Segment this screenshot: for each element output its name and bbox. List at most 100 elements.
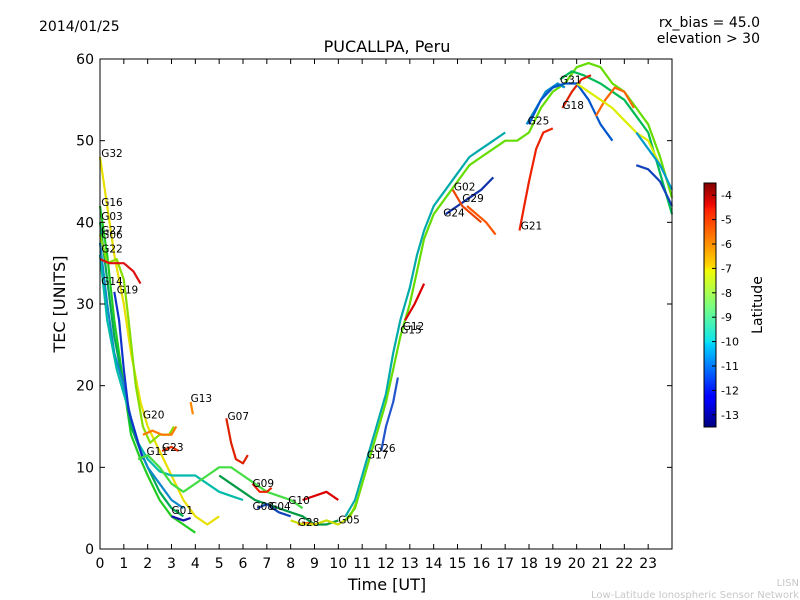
x-tick-label: 15 (449, 556, 467, 572)
colorbar-tick-label: -13 (721, 409, 739, 422)
colorbar-tick-label: -6 (721, 238, 732, 251)
series-g23 (161, 445, 180, 453)
sat-label-g21: G21 (521, 221, 543, 233)
x-tick-label: 11 (353, 556, 371, 572)
series-g18 (561, 74, 592, 109)
series-g29 (466, 205, 497, 236)
sat-label-g05: G05 (338, 515, 360, 527)
sat-label-g11: G11 (147, 446, 169, 458)
elevation-label: elevation > 30 (657, 31, 760, 47)
x-axis: 0 1 2 3 4 5 6 7 8 9 10 11 12 13 14 15 16 17 18 19 20 21 22 23 (96, 59, 657, 572)
colorbar-tick-label: -12 (721, 384, 739, 397)
x-tick-label: 20 (568, 556, 586, 572)
series-g22 (98, 254, 244, 502)
series-g05 (290, 499, 359, 526)
y-tick-label: 40 (76, 215, 94, 231)
series-s-late-5 (635, 131, 673, 191)
x-tick-label: 14 (425, 556, 443, 572)
colorbar-tick-label: -4 (721, 189, 732, 202)
series-g21 (518, 127, 554, 231)
series-s-late-4 (635, 164, 673, 207)
series-g02 (451, 189, 483, 224)
sat-label-g25: G25 (528, 115, 550, 127)
sat-label-g31: G31 (560, 75, 582, 87)
colorbar-tick-label: -8 (721, 287, 732, 300)
x-tick-label: 6 (239, 556, 248, 572)
series-g14 (99, 258, 142, 285)
colorbar-tick-label: -10 (721, 336, 739, 349)
sat-label-g26: G26 (374, 443, 396, 455)
series-lines (98, 62, 674, 534)
sat-label-g22: G22 (101, 244, 123, 256)
sat-label-g09: G09 (253, 478, 275, 490)
x-tick-label: 16 (472, 556, 490, 572)
x-axis-label: Time [UT] (347, 575, 426, 594)
x-tick-label: 2 (143, 556, 152, 572)
sat-label-g02: G02 (454, 182, 476, 194)
x-tick-label: 3 (167, 556, 176, 572)
sat-label-g03: G03 (101, 211, 123, 223)
colorbar-label: Latitude (750, 276, 766, 334)
x-tick-label: 22 (615, 556, 633, 572)
series-g11 (137, 454, 304, 510)
colorbar: -4 -5 -6 -7 -8 -9 -10 -11 -12 -13 (703, 182, 739, 428)
series-g08 (218, 474, 339, 526)
series-s-late-3 (576, 82, 662, 166)
series-g09 (251, 482, 273, 493)
x-tick-label: 9 (310, 556, 319, 572)
x-tick-label: 18 (520, 556, 538, 572)
x-tick-label: 23 (639, 556, 657, 572)
series-g32 (98, 156, 220, 526)
series-g03 (98, 222, 185, 518)
sat-label-g23: G23 (162, 442, 184, 454)
sat-label-g15: G15 (400, 324, 422, 336)
sat-label-g08: G08 (253, 501, 275, 513)
series-s-late-2 (594, 86, 635, 117)
y-tick-label: 50 (76, 134, 94, 150)
sat-label-g20: G20 (143, 409, 165, 421)
chart-title: PUCALLPA, Peru (324, 37, 451, 56)
series-s-late-1 (528, 82, 614, 142)
y-tick-label: 30 (76, 297, 94, 313)
x-tick-label: 8 (286, 556, 295, 572)
series-g01 (171, 515, 191, 522)
colorbar-ticks: -4 -5 -6 -7 -8 -9 -10 -11 -12 -13 (712, 189, 739, 422)
sat-label-g06: G06 (101, 230, 123, 242)
series-g04 (256, 503, 292, 518)
sat-label-g16: G16 (101, 197, 123, 209)
y-axis: 0 10 20 30 40 50 60 (76, 52, 672, 558)
series-g07 (225, 418, 249, 465)
x-tick-label: 21 (592, 556, 610, 572)
sat-label-g29: G29 (462, 193, 484, 205)
series-g15 (380, 377, 399, 452)
x-tick-label: 13 (401, 556, 419, 572)
sat-label-g14: G14 (101, 276, 123, 288)
sat-label-g27: G27 (101, 225, 123, 237)
x-tick-label: 4 (191, 556, 200, 572)
credit-line2: Low-Latitude Ionospheric Sensor Network (591, 590, 799, 600)
y-axis-label: TEC [UNITS] (50, 256, 69, 354)
sat-label-g01: G01 (172, 505, 194, 517)
series-g26 (344, 131, 506, 517)
x-tick-label: 1 (119, 556, 128, 572)
y-tick-label: 20 (76, 379, 94, 395)
y-tick-label: 60 (76, 52, 94, 68)
y-tick-label: 0 (85, 542, 94, 558)
series-g12 (404, 283, 426, 321)
x-tick-label: 10 (329, 556, 347, 572)
sat-label-g12: G12 (403, 321, 425, 333)
date-label: 2014/01/25 (39, 19, 120, 35)
colorbar-tick-label: -7 (721, 262, 732, 275)
colorbar-tick-label: -11 (721, 360, 739, 373)
x-tick-label: 12 (377, 556, 395, 572)
x-tick-label: 19 (544, 556, 562, 572)
x-tick-label: 7 (262, 556, 271, 572)
sat-label-g10: G10 (288, 495, 310, 507)
sat-label-g19: G19 (117, 284, 139, 296)
x-tick-label: 0 (96, 556, 105, 572)
y-tick-label: 10 (76, 460, 94, 476)
sat-label-g13: G13 (191, 393, 213, 405)
series-g24 (444, 176, 495, 216)
